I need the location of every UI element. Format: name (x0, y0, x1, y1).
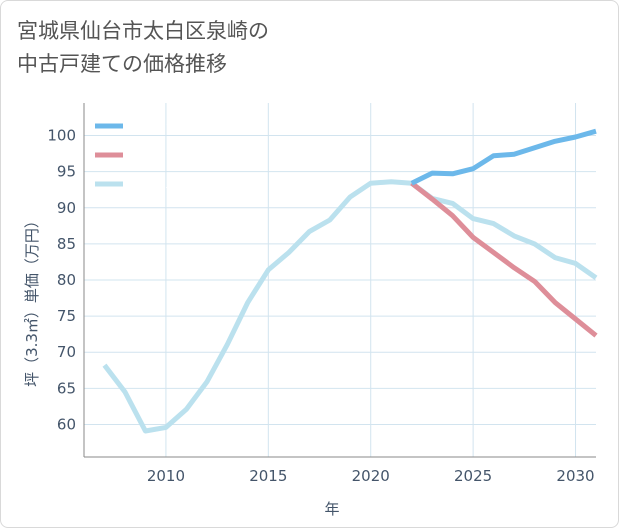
legend-label-good: グッドシナリオ (129, 119, 213, 133)
series-line-good (410, 128, 597, 186)
y-tick-label: 75 (57, 307, 76, 325)
chart-title: 宮城県仙台市太白区泉崎の 中古戸建ての価格推移 (17, 15, 269, 81)
y-tick-label: 95 (57, 163, 76, 181)
legend-label-normal: ノーマルシナリオ (129, 177, 225, 191)
series-line-normal (102, 179, 598, 434)
y-tick-label: 85 (57, 235, 76, 253)
x-axis-label: 年 (324, 500, 339, 518)
y-tick-label: 80 (57, 271, 76, 289)
x-tick-label: 2015 (249, 467, 287, 485)
chart-title-line-2: 中古戸建ての価格推移 (17, 52, 227, 76)
x-tick-label: 2025 (454, 467, 492, 485)
y-tick-label: 65 (57, 379, 76, 397)
y-axis-label: 坪（3.3㎡）単価（万円） (23, 213, 41, 387)
x-tick-labels: 2010 2015 2020 2025 2030 (147, 467, 595, 485)
y-tick-label: 100 (47, 127, 76, 145)
chart-title-line-1: 宮城県仙台市太白区泉崎の (17, 19, 269, 43)
x-tick-label: 2010 (147, 467, 185, 485)
y-tick-label: 60 (57, 415, 76, 433)
series-line-bad (410, 181, 598, 338)
legend-label-bad: バッドシナリオ (129, 148, 213, 162)
x-tick-label: 2030 (556, 467, 594, 485)
x-tick-label: 2020 (352, 467, 390, 485)
y-tick-label: 70 (57, 343, 76, 361)
y-tick-label: 90 (57, 199, 76, 217)
y-tick-labels: 60 65 70 75 80 85 90 95 100 (47, 127, 76, 434)
series-layer (102, 128, 598, 434)
